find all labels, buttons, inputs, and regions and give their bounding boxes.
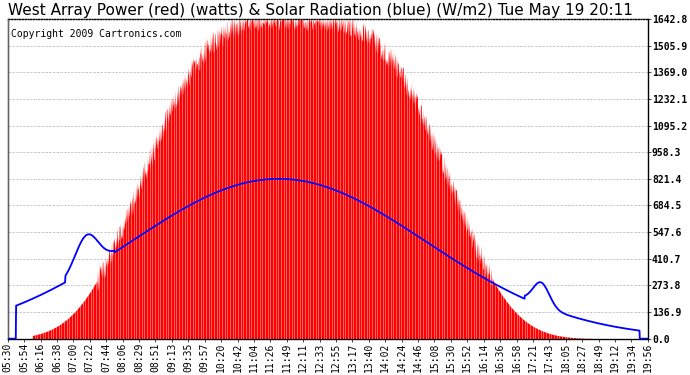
- Text: West Array Power (red) (watts) & Solar Radiation (blue) (W/m2) Tue May 19 20:11: West Array Power (red) (watts) & Solar R…: [8, 3, 633, 18]
- Text: Copyright 2009 Cartronics.com: Copyright 2009 Cartronics.com: [11, 28, 181, 39]
